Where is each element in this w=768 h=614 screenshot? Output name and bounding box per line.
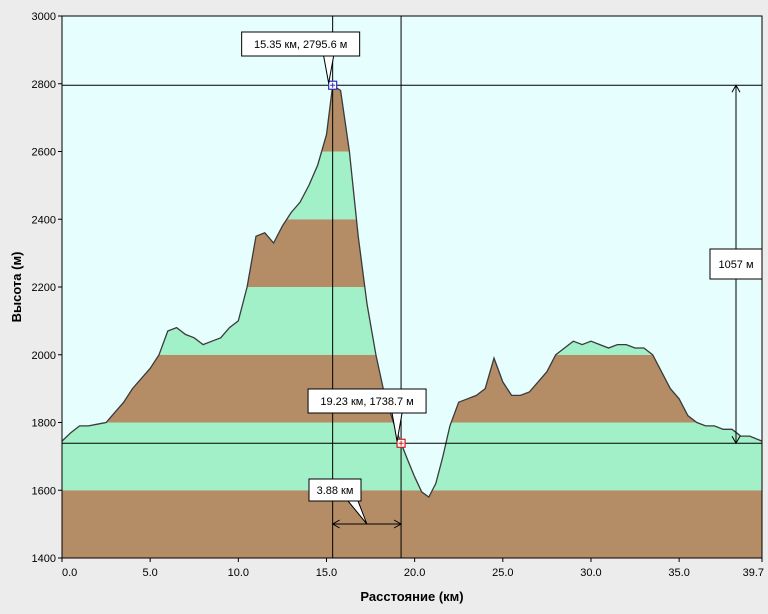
axis-ticks: 1400 1600 1800 2000 2200 2400 2600 2800 3000 0.0 5… [32, 11, 764, 579]
x-tick-label: 39.7 [743, 567, 764, 579]
x-tick-label: 15.0 [316, 567, 337, 579]
distance-callout-box [308, 478, 362, 502]
elevation-diff-callout-text: 1057 м [718, 259, 753, 271]
y-tick-label: 2600 [32, 147, 56, 159]
y-axis-title: Высота (м) [9, 252, 24, 323]
x-axis-title: Расстояние (км) [360, 589, 463, 604]
x-tick-label: 20.0 [404, 567, 425, 579]
x-tick-label: 5.0 [143, 567, 158, 579]
y-tick-label: 2400 [32, 214, 56, 226]
x-tick-label: 25.0 [492, 567, 513, 579]
distance-callout-text: 3.88 км [317, 485, 354, 497]
x-tick-label: 30.0 [580, 567, 601, 579]
y-tick-label: 1800 [32, 418, 56, 430]
y-tick-label: 2800 [32, 79, 56, 91]
distance-arrowhead-left [331, 519, 340, 529]
y-tick-label: 2200 [32, 282, 56, 294]
y-tick-label: 1400 [32, 553, 56, 565]
x-tick-label: 0.0 [62, 567, 77, 579]
y-tick-label: 3000 [32, 11, 56, 23]
distance-arrowhead-right [393, 519, 403, 529]
cursor-callout-text: 19.23 км, 1738.7 м [320, 396, 413, 408]
callouts: 15.35 км, 2795.6 м 19.23 км, 1738.7 м 3.88… [241, 31, 763, 529]
elevation-diff-arrowhead-bottom [731, 436, 741, 445]
crosshairs[interactable] [62, 16, 762, 558]
elevation-diff-callout-box [709, 248, 763, 280]
elevation-band [62, 490, 762, 558]
x-tick-label: 10.0 [228, 567, 249, 579]
elevation-diff-arrowhead-top [731, 84, 741, 93]
cursor-callout-box [307, 388, 427, 414]
x-tick-label: 35.0 [668, 567, 689, 579]
peak-callout-text: 15.35 км, 2795.6 м [254, 39, 347, 51]
y-tick-label: 2000 [32, 350, 56, 362]
profile-line [61, 84, 763, 498]
y-tick-label: 1600 [32, 485, 56, 497]
peak-callout-box [241, 31, 361, 57]
